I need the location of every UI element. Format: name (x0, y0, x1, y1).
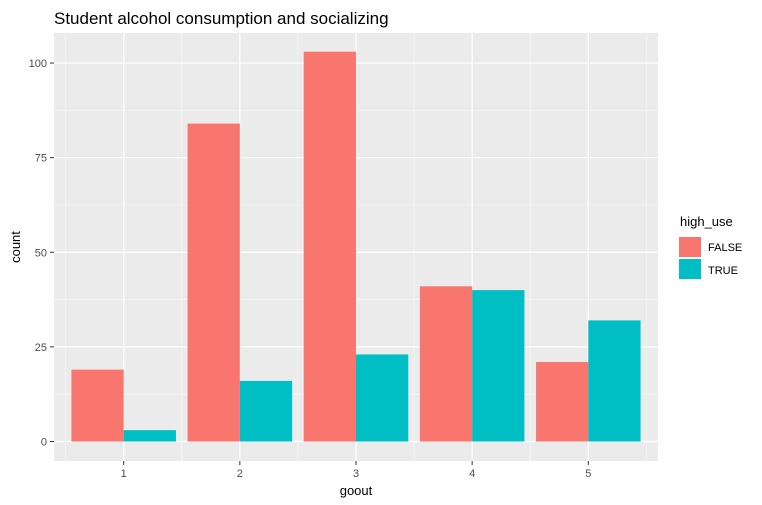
bar-false-1 (71, 369, 124, 442)
bar-true-2 (239, 380, 293, 442)
x-tick-label: 3 (353, 468, 359, 480)
x-axis-title: goout (340, 483, 373, 498)
bar-false-3 (303, 51, 356, 442)
bars (71, 51, 641, 442)
x-tick-label: 2 (237, 468, 243, 480)
y-axis: 0 25 50 75 100 (29, 58, 54, 449)
y-axis-title: count (8, 231, 23, 263)
legend-label-false: FALSE (708, 242, 742, 254)
bar-false-2 (187, 123, 240, 442)
x-axis: 1 2 3 4 5 (121, 461, 591, 480)
chart-title: Student alcohol consumption and socializ… (54, 9, 389, 28)
legend: high_use FALSE TRUE (679, 214, 742, 279)
x-tick-label: 4 (469, 468, 475, 480)
bar-false-5 (536, 362, 589, 442)
legend-key-false (679, 237, 701, 257)
bar-true-3 (356, 354, 409, 442)
y-tick-label: 50 (35, 247, 47, 259)
y-tick-label: 75 (35, 153, 47, 165)
bar-true-1 (123, 430, 176, 442)
bar-true-5 (588, 320, 641, 442)
legend-key-true (679, 259, 701, 279)
legend-label-true: TRUE (708, 265, 738, 277)
bar-true-4 (472, 290, 525, 442)
x-tick-label: 5 (585, 468, 591, 480)
y-tick-label: 100 (29, 58, 47, 70)
y-tick-label: 0 (41, 437, 47, 449)
bar-false-4 (419, 286, 473, 442)
y-tick-label: 25 (35, 342, 47, 354)
legend-title: high_use (680, 214, 733, 229)
x-tick-label: 1 (121, 468, 127, 480)
